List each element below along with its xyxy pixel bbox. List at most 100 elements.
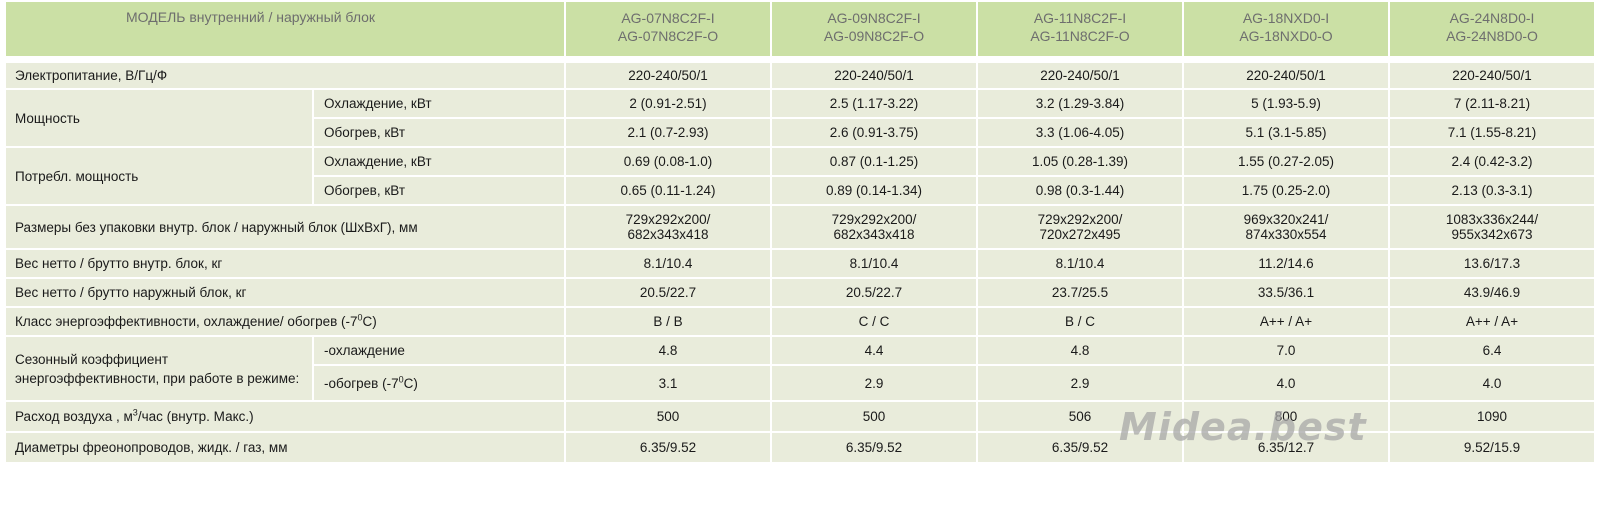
capacity-heating-value: 2.6 (0.91-3.75) (772, 119, 978, 148)
pipes-value: 6.35/9.52 (772, 433, 978, 464)
spec-table: МОДЕЛЬ внутренний / наружный блок AG-07N… (6, 2, 1594, 464)
model-outdoor-3: AG-11N8C2F-O (1030, 28, 1130, 44)
airflow-value: 1090 (1390, 402, 1594, 433)
model-header-4: AG-18NXD0-I AG-18NXD0-O (1184, 2, 1390, 56)
capacity-label: Мощность (6, 90, 314, 148)
dimensions-outdoor: 682x343x418 (627, 227, 709, 242)
weight-outdoor-label: Вес нетто / брутто наружный блок, кг (6, 279, 566, 308)
model-header-1: AG-07N8C2F-I AG-07N8C2F-O (566, 2, 772, 56)
model-indoor-5: AG-24N8D0-I (1449, 10, 1535, 26)
dimensions-value: 729x292x200/682x343x418 (566, 206, 772, 250)
power-input-heating-value: 0.89 (0.14-1.34) (772, 177, 978, 206)
power-input-heating-value: 2.13 (0.3-3.1) (1390, 177, 1594, 206)
power-input-cooling-value: 1.05 (0.28-1.39) (978, 148, 1184, 177)
pipes-value: 9.52/15.9 (1390, 433, 1594, 464)
model-header-label: МОДЕЛЬ внутренний / наружный блок (6, 2, 566, 56)
cubic-superscript: 3 (132, 407, 138, 418)
dimensions-indoor: 969x320x241/ (1243, 212, 1329, 227)
model-indoor-4: AG-18NXD0-I (1242, 10, 1330, 26)
seasonal-heating-label-tail: С) (403, 375, 418, 391)
airflow-label-main: Расход воздуха , м (15, 409, 133, 424)
seasonal-heating-value: 2.9 (772, 366, 978, 402)
degree-superscript: 0 (357, 312, 363, 323)
model-outdoor-4: AG-18NXD0-O (1239, 28, 1333, 44)
power-supply-value: 220-240/50/1 (566, 63, 772, 90)
dimensions-outdoor: 720x272x495 (1039, 227, 1121, 242)
seasonal-cooling-value: 6.4 (1390, 337, 1594, 366)
seasonal-heating-value: 4.0 (1184, 366, 1390, 402)
seasonal-heating-label: -обогрев (-70С) (314, 366, 566, 402)
row-weight-outdoor: Вес нетто / брутто наружный блок, кг 20.… (6, 279, 1594, 308)
model-indoor-3: AG-11N8C2F-I (1033, 10, 1127, 26)
row-energy-class: Класс энергоэффективности, охлаждение/ о… (6, 308, 1594, 337)
energy-class-value: B / C (978, 308, 1184, 337)
power-supply-label: Электропитание, В/Гц/Ф (6, 63, 566, 90)
dimensions-outdoor: 874x330x554 (1245, 227, 1327, 242)
energy-class-value: C / C (772, 308, 978, 337)
weight-outdoor-value: 43.9/46.9 (1390, 279, 1594, 308)
pipes-value: 6.35/9.52 (978, 433, 1184, 464)
row-power-input-heating: Обогрев, кВт 0.65 (0.11-1.24) 0.89 (0.14… (6, 177, 1594, 206)
dimensions-indoor: 729x292x200/ (831, 212, 917, 227)
capacity-heating-label: Обогрев, кВт (314, 119, 566, 148)
row-dimensions: Размеры без упаковки внутр. блок / наруж… (6, 206, 1594, 250)
energy-class-value: B / B (566, 308, 772, 337)
seasonal-cooling-value: 4.8 (978, 337, 1184, 366)
model-outdoor-1: AG-07N8C2F-O (617, 28, 719, 44)
seasonal-label: Сезонный коэффициент энергоэффективности… (6, 337, 314, 402)
pipes-value: 6.35/9.52 (566, 433, 772, 464)
model-header-3: AG-11N8C2F-I AG-11N8C2F-O (978, 2, 1184, 56)
seasonal-heating-value: 3.1 (566, 366, 772, 402)
watermark: Midea.best (1119, 405, 1367, 449)
row-weight-indoor: Вес нетто / брутто внутр. блок, кг 8.1/1… (6, 250, 1594, 279)
model-header-5: AG-24N8D0-I AG-24N8D0-O (1390, 2, 1594, 56)
airflow-value: 506 (978, 402, 1184, 433)
dimensions-value: 1083x336x244/955x342x673 (1390, 206, 1594, 250)
power-input-heating-label: Обогрев, кВт (314, 177, 566, 206)
weight-outdoor-value: 23.7/25.5 (978, 279, 1184, 308)
row-pipes: Диаметры фреонопроводов, жидк. / газ, мм… (6, 433, 1594, 464)
capacity-heating-value: 5.1 (3.1-5.85) (1184, 119, 1390, 148)
dimensions-indoor: 729x292x200/ (1037, 212, 1123, 227)
row-airflow: Расход воздуха , м3/час (внутр. Макс.) 5… (6, 402, 1594, 433)
power-input-label: Потребл. мощность (6, 148, 314, 206)
weight-indoor-value: 8.1/10.4 (772, 250, 978, 279)
capacity-heating-value: 3.3 (1.06-4.05) (978, 119, 1184, 148)
model-indoor-1: AG-07N8C2F-I (621, 10, 715, 26)
row-power-supply: Электропитание, В/Гц/Ф 220-240/50/1 220-… (6, 63, 1594, 90)
seasonal-cooling-value: 4.8 (566, 337, 772, 366)
airflow-label: Расход воздуха , м3/час (внутр. Макс.) (6, 402, 566, 433)
capacity-cooling-value: 3.2 (1.29-3.84) (978, 90, 1184, 119)
dimensions-outdoor: 682x343x418 (833, 227, 915, 242)
energy-class-label: Класс энергоэффективности, охлаждение/ о… (6, 308, 566, 337)
energy-class-label-tail: С) (362, 314, 377, 329)
dimensions-value: 729x292x200/682x343x418 (772, 206, 978, 250)
seasonal-cooling-value: 4.4 (772, 337, 978, 366)
dimensions-value: 969x320x241/874x330x554 (1184, 206, 1390, 250)
energy-class-value: A++ / A+ (1184, 308, 1390, 337)
capacity-cooling-value: 2.5 (1.17-3.22) (772, 90, 978, 119)
pipes-value: 6.35/12.7 (1184, 433, 1390, 464)
airflow-value: 500 (566, 402, 772, 433)
dimensions-indoor: 1083x336x244/ (1445, 212, 1539, 227)
power-supply-value: 220-240/50/1 (1184, 63, 1390, 90)
seasonal-heating-value: 4.0 (1390, 366, 1594, 402)
weight-indoor-value: 8.1/10.4 (566, 250, 772, 279)
row-capacity-cooling: Мощность Охлаждение, кВт 2 (0.91-2.51) 2… (6, 90, 1594, 148)
airflow-value: 800 (1184, 402, 1390, 433)
energy-class-label-main: Класс энергоэффективности, охлаждение/ о… (15, 314, 358, 329)
weight-indoor-value: 11.2/14.6 (1184, 250, 1390, 279)
weight-outdoor-value: 20.5/22.7 (772, 279, 978, 308)
header-row: МОДЕЛЬ внутренний / наружный блок AG-07N… (6, 2, 1594, 56)
capacity-cooling-value: 7 (2.11-8.21) (1390, 90, 1594, 119)
dimensions-value: 729x292x200/720x272x495 (978, 206, 1184, 250)
model-outdoor-2: AG-09N8C2F-O (823, 28, 925, 44)
power-input-cooling-label: Охлаждение, кВт (314, 148, 566, 177)
row-capacity-heating: Обогрев, кВт 2.1 (0.7-2.93) 2.6 (0.91-3.… (6, 119, 1594, 148)
power-supply-value: 220-240/50/1 (978, 63, 1184, 90)
energy-class-value: A++ / A+ (1390, 308, 1594, 337)
airflow-label-tail: /час (внутр. Макс.) (137, 409, 254, 424)
weight-indoor-value: 13.6/17.3 (1390, 250, 1594, 279)
power-input-cooling-value: 0.87 (0.1-1.25) (772, 148, 978, 177)
weight-indoor-label: Вес нетто / брутто внутр. блок, кг (6, 250, 566, 279)
